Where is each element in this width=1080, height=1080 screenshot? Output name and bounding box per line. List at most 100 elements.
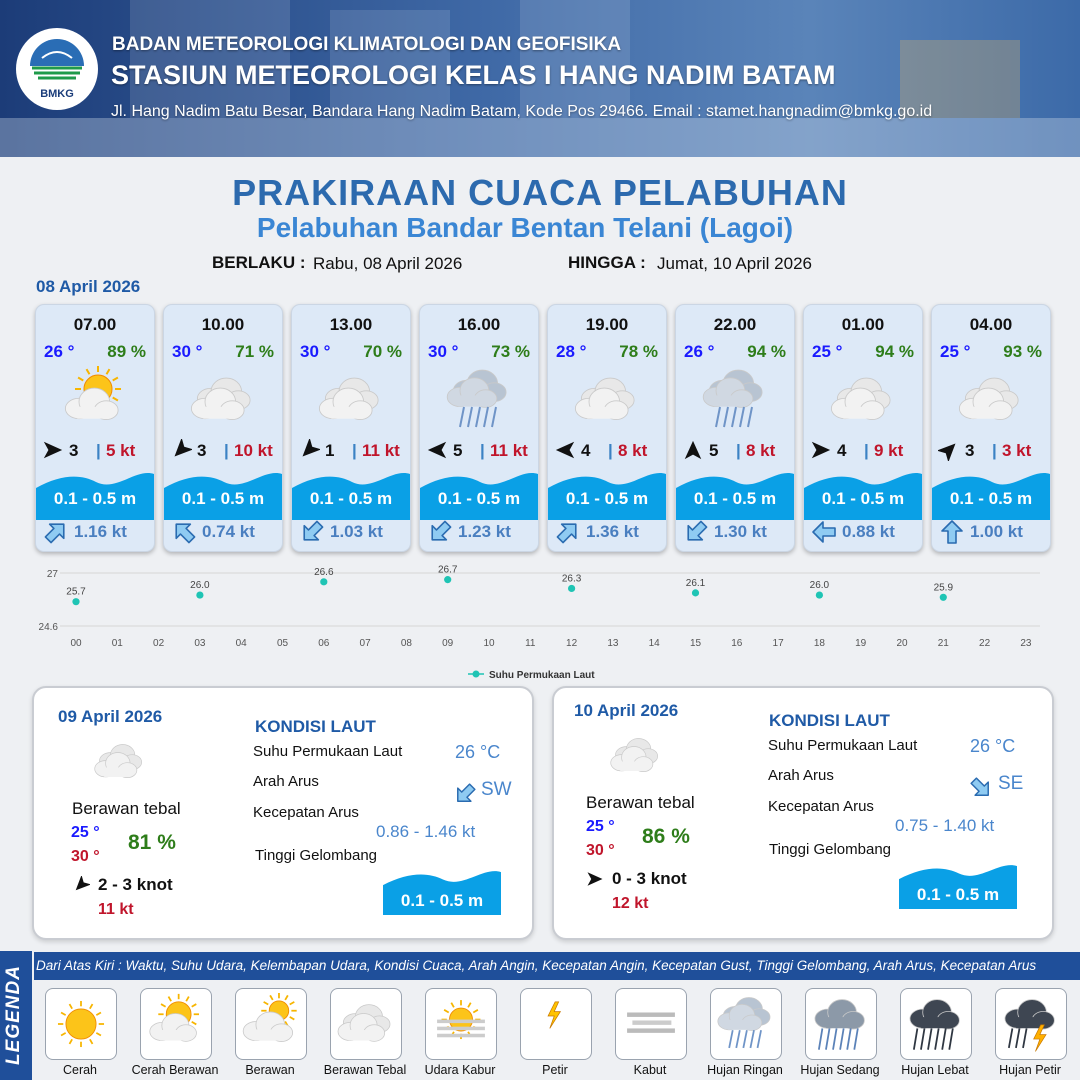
chart-point — [72, 598, 80, 606]
wind-direction-icon — [298, 437, 322, 461]
current-direction-icon — [554, 518, 582, 546]
banner-building — [130, 0, 290, 118]
card-wind-speed: 5 — [453, 441, 463, 460]
berawan-tebal-icon — [335, 993, 397, 1060]
wind-direction-icon — [42, 439, 64, 461]
chart-x-tick: 16 — [731, 638, 743, 649]
card-gust: 8 kt — [618, 441, 648, 460]
card-separator: | — [352, 441, 357, 460]
wind-direction-icon — [682, 439, 704, 461]
banner-floor — [0, 118, 1080, 157]
wind-direction-icon — [936, 439, 960, 463]
wind-direction-icon — [426, 439, 448, 461]
chart-point — [196, 591, 204, 599]
banner-containers — [900, 40, 1020, 118]
legend-item-hujan-ringan — [710, 988, 782, 1060]
current-speed-value: 0.75 - 1.40 kt — [895, 816, 995, 835]
chart-data-label: 25.7 — [66, 587, 86, 598]
card-separator: | — [736, 441, 741, 460]
card-separator: | — [864, 441, 869, 460]
chart-x-tick: 21 — [938, 638, 950, 649]
chart-x-tick: 12 — [566, 638, 578, 649]
card-current-speed: 1.16 kt — [74, 522, 127, 541]
card-time: 22.00 — [713, 315, 757, 334]
current-direction-icon — [810, 518, 838, 546]
current-direction-icon — [42, 518, 70, 546]
legend-item-berawan-tebal — [330, 988, 402, 1060]
current-direction-label: Arah Arus — [768, 767, 834, 784]
current-direction-icon — [426, 518, 454, 546]
banner-building — [520, 0, 630, 118]
bmkg-logo-icon — [30, 39, 84, 80]
cerah-berawan-icon — [58, 365, 132, 435]
valid-from-value: Rabu, 08 April 2026 — [313, 254, 463, 273]
card-temperature: 25 ° — [812, 342, 843, 361]
wave-graphic — [676, 460, 794, 520]
card-current-speed: 1.30 kt — [714, 522, 767, 541]
card-time: 07.00 — [73, 315, 117, 334]
wave-graphic — [383, 859, 501, 915]
card-gust: 3 kt — [1002, 441, 1032, 460]
legend-item-udara-kabur — [425, 988, 497, 1060]
card-wind-speed: 4 — [837, 441, 847, 460]
wave-graphic — [548, 460, 666, 520]
daily-humidity: 86 % — [642, 825, 690, 848]
chart-x-tick: 15 — [690, 638, 702, 649]
card-humidity: 73 % — [491, 342, 530, 361]
card-current-speed: 1.00 kt — [970, 522, 1023, 541]
legend-item-petir — [520, 988, 592, 1060]
card-humidity: 94 % — [875, 342, 914, 361]
chart-legend-marker — [472, 670, 480, 678]
chart-legend-label: Suhu Permukaan Laut — [489, 670, 595, 681]
legend-item-label: Cerah Berawan — [131, 1063, 219, 1077]
header-banner — [0, 0, 1080, 157]
chart-data-label: 26.6 — [314, 567, 334, 578]
wave-graphic — [36, 460, 154, 520]
sea-condition-heading: KONDISI LAUT — [769, 711, 890, 730]
chart-data-label: 26.3 — [562, 573, 582, 584]
chart-x-tick: 22 — [979, 638, 991, 649]
legend-item-kabut — [615, 988, 687, 1060]
legend-item-hujan-lebat — [900, 988, 972, 1060]
chart-data-label: 26.7 — [438, 565, 458, 576]
berawan-icon — [240, 993, 302, 1060]
wave-graphic — [932, 460, 1050, 520]
card-wave-height: 0.1 - 0.5 m — [693, 489, 777, 508]
legend-item-label: Berawan Tebal — [323, 1063, 407, 1077]
daily-date: 10 April 2026 — [574, 701, 679, 720]
chart-x-tick: 00 — [70, 638, 82, 649]
current-direction-icon — [682, 518, 710, 546]
current-direction-icon — [938, 518, 966, 546]
daily-temp-max: 30 ° — [71, 848, 100, 865]
hujan-petir-icon — [1000, 993, 1062, 1060]
chart-y-tick: 27 — [47, 569, 59, 580]
legend-item-label: Hujan Petir — [999, 1063, 1061, 1077]
chart-x-tick: 04 — [236, 638, 248, 649]
valid-from-label: BERLAKU : — [212, 253, 306, 272]
wave-height-label: Tinggi Gelombang — [255, 847, 378, 864]
sst-label: Suhu Permukaan Laut — [253, 743, 403, 760]
card-wave-height: 0.1 - 0.5 m — [53, 489, 137, 508]
wave-graphic — [420, 460, 538, 520]
station-address: Jl. Hang Nadim Batu Besar, Bandara Hang … — [111, 103, 933, 120]
card-gust: 11 kt — [362, 441, 400, 460]
daily-wind: 0 - 3 knot — [612, 869, 687, 888]
card-time: 04.00 — [969, 315, 1013, 334]
card-current-speed: 1.03 kt — [330, 522, 383, 541]
current-direction-value: SE — [998, 773, 1024, 794]
chart-x-tick: 06 — [318, 638, 330, 649]
card-current-speed: 0.88 kt — [842, 522, 895, 541]
card-wind-speed: 4 — [581, 441, 591, 460]
daily-wind: 2 - 3 knot — [98, 875, 173, 894]
chart-x-tick: 02 — [153, 638, 165, 649]
legend-item-label: Udara Kabur — [424, 1063, 496, 1077]
daily-temp-max: 30 ° — [586, 842, 615, 859]
kabut-icon — [620, 993, 682, 1060]
current-direction-label: Arah Arus — [253, 773, 319, 790]
agency-name: BADAN METEOROLOGI KLIMATOLOGI DAN GEOFIS… — [112, 34, 622, 55]
wave-height-label: Tinggi Gelombang — [769, 841, 892, 858]
sst-chart: 27 24.6 00 01 02 03 04 05 06 07 08 09 10 11 12 13 14 15 16… — [39, 565, 1040, 681]
card-wind-speed: 3 — [965, 441, 975, 460]
card-current-speed: 1.36 kt — [586, 522, 639, 541]
card-time: 10.00 — [201, 315, 245, 334]
